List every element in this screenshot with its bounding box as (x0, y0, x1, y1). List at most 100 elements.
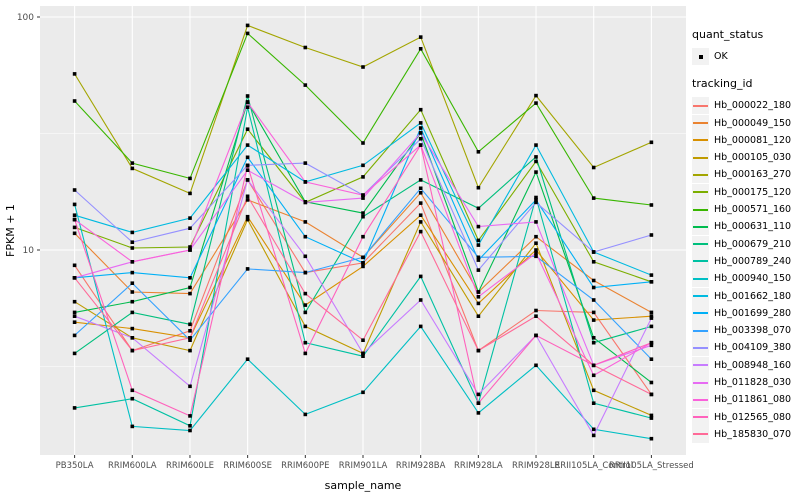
data-point (130, 396, 135, 401)
data-point (303, 234, 308, 239)
data-point (534, 143, 538, 147)
data-point (591, 165, 596, 170)
legend-item-Hb_001662_180: Hb_001662_180 (692, 287, 800, 305)
data-point (188, 248, 192, 252)
data-point (649, 314, 654, 318)
data-point (361, 234, 365, 239)
data-point (245, 143, 250, 147)
data-point (534, 234, 538, 239)
x-axis-title: sample_name (325, 479, 402, 492)
y-tick-label: 100 (17, 13, 34, 23)
x-tick-label: RRIM928LA (454, 461, 503, 471)
data-point (649, 436, 654, 441)
data-point (418, 191, 423, 195)
data-point (649, 280, 654, 284)
legend-key-line-icon (692, 374, 709, 392)
data-point (591, 401, 596, 405)
data-point (72, 333, 77, 338)
data-point (649, 357, 654, 361)
data-point (649, 233, 654, 237)
legend-item-Hb_004109_380: Hb_004109_380 (692, 339, 800, 357)
data-point (130, 260, 135, 264)
data-point (418, 178, 423, 182)
data-point (418, 35, 423, 39)
data-point (591, 196, 596, 200)
y-axis-title: FPKM + 1 (4, 204, 17, 257)
data-point (245, 31, 250, 36)
data-point (72, 213, 77, 217)
legend-item-Hb_000631_110: Hb_000631_110 (692, 218, 800, 236)
data-point (649, 273, 654, 277)
data-point (188, 384, 192, 389)
legend-key-black-point-icon (692, 48, 709, 65)
data-point (591, 388, 596, 393)
data-point (72, 99, 77, 103)
legend-item-label: Hb_001662_180 (714, 290, 792, 302)
data-point (72, 231, 77, 236)
data-point (476, 243, 481, 247)
data-point (476, 185, 481, 190)
legend-item-label: Hb_000789_240 (714, 255, 792, 267)
data-point (361, 351, 365, 356)
data-point (361, 211, 365, 215)
data-point (303, 324, 308, 329)
legend-item-label: Hb_011861_080 (714, 394, 792, 406)
data-point (188, 322, 192, 327)
data-point (245, 105, 250, 109)
data-point (72, 406, 77, 410)
legend-key-line-icon (692, 339, 709, 357)
data-point (649, 413, 654, 418)
data-point (188, 428, 192, 433)
data-point (72, 299, 77, 304)
legend-key-line-icon (692, 97, 709, 115)
data-point (303, 291, 308, 296)
data-point (361, 141, 365, 145)
data-point (476, 255, 481, 260)
data-point (245, 178, 250, 182)
data-point (130, 281, 135, 285)
data-point (418, 121, 423, 125)
legend-item-label: Hb_000081_120 (714, 134, 792, 146)
data-point (303, 310, 308, 315)
legend-item-label: Hb_000571_160 (714, 204, 792, 216)
data-point (361, 390, 365, 395)
data-point (188, 424, 192, 428)
legend-item-label: Hb_001699_280 (714, 307, 792, 319)
data-point (418, 229, 423, 234)
legend-item-quant-ok: OK (692, 48, 800, 65)
data-point (591, 278, 596, 283)
legend-key-line-icon (692, 218, 709, 236)
data-point (418, 274, 423, 279)
data-point (245, 155, 250, 160)
legend-key-line-icon (692, 425, 709, 443)
data-point (534, 308, 538, 313)
data-point (245, 214, 250, 219)
data-point (649, 380, 654, 385)
data-point (245, 217, 250, 222)
data-point (476, 295, 481, 299)
data-point (476, 150, 481, 154)
legend-item-Hb_000081_120: Hb_000081_120 (692, 131, 800, 149)
data-point (303, 83, 308, 87)
data-point (72, 72, 77, 76)
data-point (591, 310, 596, 315)
data-point (476, 206, 481, 211)
data-point (591, 285, 596, 290)
data-point (303, 340, 308, 345)
x-tick-label: RRII105LA_Control (554, 461, 633, 471)
data-point (72, 225, 77, 230)
legend-key-line-icon (692, 149, 709, 167)
data-point (476, 401, 481, 405)
data-point (534, 241, 538, 245)
data-point (476, 411, 481, 415)
data-point (534, 220, 538, 224)
data-point (188, 291, 192, 296)
legend-title-quant-status: quant_status (692, 28, 764, 41)
data-point (72, 351, 77, 356)
data-point (649, 416, 654, 420)
legend-item-label: Hb_000631_110 (714, 221, 792, 233)
data-point (303, 220, 308, 224)
legend-item-label: Hb_000022_180 (714, 100, 792, 112)
